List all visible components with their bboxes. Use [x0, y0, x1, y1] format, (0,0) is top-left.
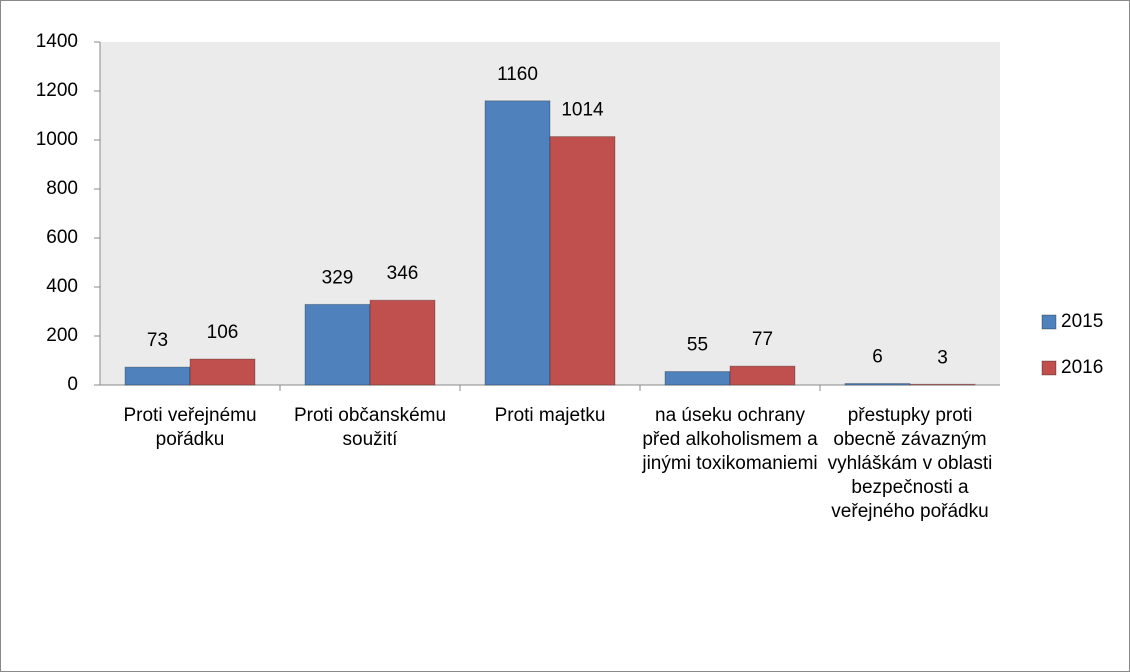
bar: [664, 371, 731, 386]
bar: [189, 358, 256, 386]
data-label: 346: [387, 263, 419, 284]
bar: [124, 366, 191, 386]
data-label: 73: [147, 330, 168, 351]
x-tick-label: Proti majetku: [494, 405, 606, 426]
y-tick-label: 1200: [36, 80, 78, 101]
x-tick-label: přestupky proti obecně závazným vyhlášká…: [827, 405, 993, 522]
bar: [484, 100, 551, 386]
legend-swatch: [1041, 360, 1057, 376]
data-label: 55: [687, 335, 708, 356]
y-tick-label: 0: [67, 374, 78, 395]
x-tick-label: na úseku ochrany před alkoholismem a jin…: [642, 405, 818, 474]
y-tick-label: 400: [46, 276, 78, 297]
x-tick-label: Proti občanskému soužití: [293, 405, 447, 450]
data-label: 329: [322, 267, 354, 288]
data-label: 3: [937, 347, 948, 368]
x-tick-label: Proti veřejnému pořádku: [123, 405, 257, 450]
legend-label: 2015: [1061, 311, 1103, 332]
bar: [549, 136, 616, 386]
data-label: 77: [752, 329, 773, 350]
bar: [909, 383, 976, 386]
data-label: 106: [207, 322, 239, 343]
data-label: 1014: [561, 100, 604, 121]
bar: [369, 299, 436, 386]
bar: [304, 303, 371, 386]
data-label: 6: [872, 347, 883, 368]
y-tick-label: 200: [46, 325, 78, 346]
legend-swatch: [1041, 314, 1057, 330]
y-tick-label: 1400: [36, 31, 78, 52]
bar: [729, 365, 796, 386]
legend-label: 2016: [1061, 357, 1103, 378]
data-label: 1160: [497, 64, 538, 85]
y-tick-label: 800: [46, 178, 78, 199]
y-tick-label: 600: [46, 227, 78, 248]
y-tick-label: 1000: [36, 129, 78, 150]
bar: [844, 383, 911, 386]
